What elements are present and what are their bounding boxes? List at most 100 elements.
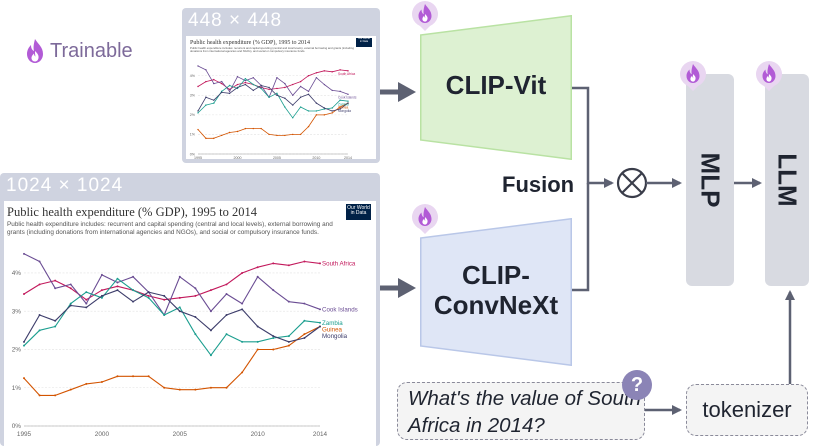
data-point [100, 294, 103, 297]
question-mark-icon: ? [622, 370, 652, 400]
data-point [228, 90, 231, 93]
data-point [323, 114, 326, 116]
data-point [147, 291, 150, 294]
data-point [23, 340, 25, 343]
clip-vit-encoder: CLIP-Vit [420, 15, 572, 160]
owid-logo: Our World in Data [356, 37, 372, 47]
question-box: What's the value of South Africa in 2014… [397, 382, 645, 440]
data-point [178, 306, 181, 309]
data-point [315, 76, 318, 79]
data-point [252, 83, 254, 86]
circled-times-icon [616, 167, 648, 199]
connector-convnext-to-fusion [572, 183, 590, 292]
encoder-trapezoid [420, 218, 572, 366]
data-point [236, 130, 239, 133]
x-tick-label: 1995 [194, 156, 202, 159]
data-point [228, 88, 231, 91]
input-image-1024: 1024 × 1024 Public health expenditure (%… [0, 173, 380, 446]
data-point [209, 289, 212, 292]
data-point [163, 314, 166, 317]
data-point [319, 325, 321, 328]
data-point [284, 97, 286, 99]
data-point [339, 108, 341, 110]
fusion-label: Fusion [502, 172, 575, 197]
data-point [147, 296, 150, 299]
clip-vit-label: CLIP-Vit [445, 70, 547, 100]
data-point [292, 133, 294, 136]
data-point [241, 271, 244, 274]
data-point [299, 80, 302, 83]
data-point [147, 375, 150, 378]
data-point [225, 283, 228, 286]
data-point [116, 281, 119, 284]
data-point [69, 304, 72, 307]
series-line [197, 69, 349, 90]
data-point [236, 75, 239, 78]
data-point [331, 107, 333, 109]
data-point [38, 260, 41, 263]
data-point [132, 275, 135, 278]
question-text: What's the value of South Africa in 2014… [408, 387, 641, 437]
x-tick-label: 2005 [273, 156, 281, 159]
data-point [197, 85, 199, 88]
data-point [205, 69, 207, 71]
data-point [299, 106, 302, 108]
data-point [303, 260, 306, 263]
data-point [23, 377, 25, 380]
data-point [252, 76, 254, 79]
data-point [213, 102, 215, 104]
x-tick-label: 1995 [17, 431, 32, 438]
data-point [287, 264, 290, 267]
data-point [256, 275, 259, 278]
data-point [339, 106, 341, 108]
data-point [292, 83, 294, 86]
y-tick-label: 4% [190, 74, 196, 78]
tokenizer-label: tokenizer [702, 397, 792, 422]
mlp-block: MLP [686, 74, 734, 286]
trainable-legend: Trainable [24, 38, 133, 64]
y-tick-label: 2% [12, 347, 22, 354]
owid-logo: Our World in Data [346, 204, 371, 220]
x-tick-label: 2000 [95, 431, 110, 438]
data-point [307, 110, 310, 112]
data-point [197, 110, 199, 112]
data-point [205, 104, 207, 106]
fire-icon [27, 39, 43, 63]
data-point [85, 306, 88, 309]
data-point [307, 90, 310, 93]
encoder-trapezoid [420, 15, 572, 160]
data-point [178, 388, 181, 391]
data-point [307, 93, 310, 96]
data-point [272, 262, 275, 265]
data-point [85, 302, 88, 305]
data-point [116, 375, 119, 378]
data-point [69, 302, 72, 305]
arrow-small-to-vit [380, 82, 416, 102]
data-point [194, 333, 197, 336]
x-tick-label: 2010 [251, 431, 266, 438]
x-tick-label: 2014 [313, 431, 328, 438]
data-point [205, 137, 207, 140]
y-tick-label: 4% [12, 270, 22, 277]
y-tick-label: 1% [190, 133, 196, 137]
series-label: Zambia [322, 320, 343, 327]
data-point [244, 83, 247, 86]
series-line [23, 253, 321, 316]
line-chart: 0% 1% 2% 3% 4% 1995 2000 2005 2010 2014 South Afri… [190, 65, 357, 159]
data-point [287, 340, 290, 343]
data-point [276, 87, 278, 90]
y-tick-label: 3% [190, 94, 196, 98]
chart-title: Public health expenditure (% GDP), 1995 … [190, 40, 310, 46]
data-point [272, 335, 275, 338]
data-point [236, 86, 239, 89]
data-point [209, 329, 212, 332]
data-point [292, 104, 294, 106]
line-chart: 0% 1% 2% 3% 4% 1995 2000 2005 2010 2014 South Afri… [12, 252, 358, 438]
data-point [268, 133, 270, 136]
data-point [69, 287, 72, 290]
data-point [315, 114, 318, 116]
data-point [244, 79, 247, 82]
data-point [116, 289, 119, 292]
data-point [331, 89, 333, 92]
